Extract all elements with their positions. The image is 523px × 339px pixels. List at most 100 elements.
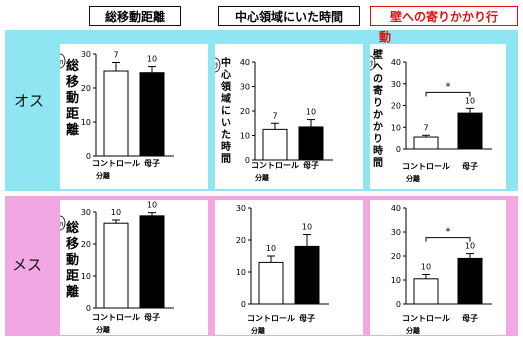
x-label-control: コントロール [251,161,299,170]
y-tick-label: 0 [241,300,246,309]
bar-control [413,278,439,305]
y-axis-title-char: か [373,121,383,133]
y-axis-title-char: 中 [221,56,231,69]
y-axis-title-char: へ [373,62,383,73]
y-axis-title-char: い [221,118,231,129]
y-axis-title-char: 動 [66,252,79,268]
bar-control [413,136,439,150]
y-tick-label: 10 [391,276,401,285]
y-tick-label: 40 [391,58,401,67]
bar-maternal [298,126,324,161]
y-axis-title-char: 移 [66,236,79,252]
x-label-control: コントロール [402,162,450,171]
y-tick-label: 0 [86,152,91,161]
x-label-maternal: 母子 [462,162,478,171]
y-axis-unit: 秒 [215,61,219,70]
n-label: 7 [272,111,277,120]
panel-female-wall: 0 10 20 30 40 10 10 * コントロール 母子 分離 [370,200,506,335]
y-axis-title-char: 時 [221,140,231,153]
n-label: 10 [306,108,316,117]
y-axis-title-char: 心 [221,69,231,81]
significance-bracket [425,91,471,97]
n-label: 10 [421,262,431,271]
y-axis-title-char: た [221,129,231,141]
significance-mark: * [446,81,451,92]
y-axis-title-char: 動 [66,90,79,106]
x-label-control: コントロール [247,314,295,323]
y-tick-label: 20 [81,84,91,93]
n-label: 10 [302,223,312,232]
y-tick-label: 20 [240,107,250,116]
y-tick-label: 30 [240,83,250,92]
y-tick-label: 20 [81,240,91,249]
y-tick-label: 10 [236,268,246,277]
x-label-separation: 分離 [255,173,269,182]
y-axis-title-char: り [373,133,383,145]
x-label-maternal: 母子 [299,314,315,323]
y-axis-title-char: 間 [373,157,383,169]
bar-control [262,128,288,161]
y-tick-label: 10 [240,132,250,141]
y-tick-label: 10 [391,123,401,132]
n-label: 7 [113,51,118,60]
y-axis-title-char: り [373,97,383,109]
y-tick-label: 30 [236,204,246,213]
y-tick-label: 10 [81,272,91,281]
significance-mark: * [446,227,451,238]
n-label: 10 [465,96,475,105]
y-tick-label: 0 [86,304,91,313]
n-label: 10 [147,55,157,64]
y-axis-title-char: 寄 [373,84,383,97]
y-axis-title-char: 総 [66,220,79,236]
y-axis-title-char: の [373,74,383,85]
bar-maternal [457,257,483,305]
significance-bracket [425,237,471,242]
y-axis-title-char: に [221,105,231,117]
x-label-maternal: 母子 [462,314,478,323]
y-axis-unit: m [60,220,64,228]
y-tick-label: 20 [236,236,246,245]
y-axis-title-char: 移 [66,74,79,90]
y-tick-label: 30 [81,208,91,217]
bar-control [103,70,129,157]
y-axis-title-char: 距 [66,107,79,122]
n-label: 10 [266,244,276,253]
header-wall-lean: 壁への寄りかかり行 [370,6,518,26]
y-axis-title-char: か [373,109,383,121]
bar-control [258,261,284,305]
bar-control [103,222,129,309]
bar-maternal [457,112,483,150]
n-label: 10 [465,242,475,251]
row-label-female: メス [12,256,43,274]
header-wall-lean-extra: 動 [379,30,392,44]
y-axis-title-char: 壁 [373,48,383,61]
panel-female-center: 0 10 20 30 10 10 コントロール 母子 分離 [215,200,363,335]
row-label-male: オス [14,92,45,110]
y-tick-label: 0 [396,300,401,309]
y-tick-label: 30 [391,228,401,237]
y-tick-label: 30 [391,80,401,89]
x-label-separation: 分離 [406,174,420,183]
x-label-control: コントロール [92,313,140,322]
y-axis-title-char: 離 [66,284,79,300]
y-axis-unit: 秒 [370,59,374,68]
y-tick-label: 20 [391,252,401,261]
y-axis-title-char: 間 [221,153,231,165]
y-axis-title-char: 域 [221,92,231,105]
n-label: 10 [111,208,121,217]
x-label-control: コントロール [402,314,450,323]
y-tick-label: 30 [81,50,91,59]
x-label-control: コントロール [92,159,140,168]
y-tick-label: 10 [81,118,91,127]
y-axis-unit: m [60,58,64,66]
y-tick-label: 20 [391,102,401,111]
y-axis-title-char: 距 [66,269,79,284]
